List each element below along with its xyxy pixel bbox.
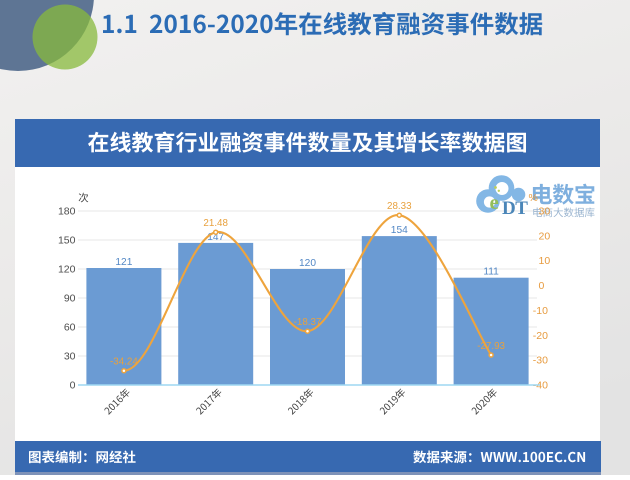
svg-text:120: 120	[299, 258, 316, 269]
svg-text:20: 20	[539, 230, 551, 242]
svg-text:-40: -40	[533, 380, 548, 392]
svg-text:147: 147	[207, 232, 224, 243]
svg-text:-27.93: -27.93	[477, 341, 505, 352]
svg-text:0: 0	[539, 280, 545, 292]
svg-text:-20: -20	[533, 330, 548, 342]
svg-text:60: 60	[64, 322, 76, 334]
svg-text:154: 154	[391, 225, 408, 236]
svg-text:150: 150	[58, 235, 76, 247]
svg-text:-34.24: -34.24	[110, 357, 138, 368]
svg-text:120: 120	[58, 264, 76, 276]
svg-text:-18.37: -18.37	[294, 317, 322, 328]
svg-text:%: %	[529, 192, 538, 204]
svg-text:0: 0	[70, 380, 76, 392]
svg-text:-10: -10	[533, 305, 548, 317]
svg-text:90: 90	[64, 293, 76, 305]
svg-text:10: 10	[539, 255, 551, 267]
svg-text:30: 30	[539, 206, 551, 218]
svg-text:121: 121	[115, 257, 132, 268]
svg-text:DT: DT	[502, 198, 528, 219]
svg-text:e: e	[490, 190, 499, 214]
svg-text:-30: -30	[533, 355, 548, 367]
svg-text:21.48: 21.48	[203, 218, 228, 229]
svg-text:180: 180	[58, 206, 76, 218]
svg-text:30: 30	[64, 351, 76, 363]
svg-text:28.33: 28.33	[387, 201, 412, 212]
svg-text:111: 111	[483, 267, 499, 278]
